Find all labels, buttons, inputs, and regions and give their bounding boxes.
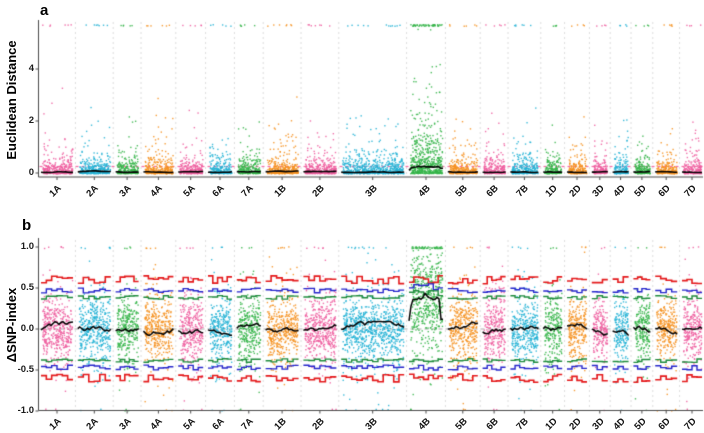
panel-b-y-tick-label-0.0: 0.0 <box>20 323 34 334</box>
panel-a-letter: a <box>40 2 49 19</box>
panel-a-y-tick-label-2: 2 <box>28 115 34 126</box>
panel-b-letter: b <box>22 217 32 234</box>
panel-a-y-tick-label-4: 4 <box>28 63 34 74</box>
panel-b-y-tick-label-1.0: 1.0 <box>20 241 34 252</box>
panel-b-y-tick-label--1.0: -1.0 <box>17 405 34 416</box>
panel-b-y-tick-label--0.5: -0.5 <box>17 364 34 375</box>
panel-a-y-tick-label-0: 0 <box>28 167 34 178</box>
panel-b-y-tick-label-0.5: 0.5 <box>20 282 34 293</box>
